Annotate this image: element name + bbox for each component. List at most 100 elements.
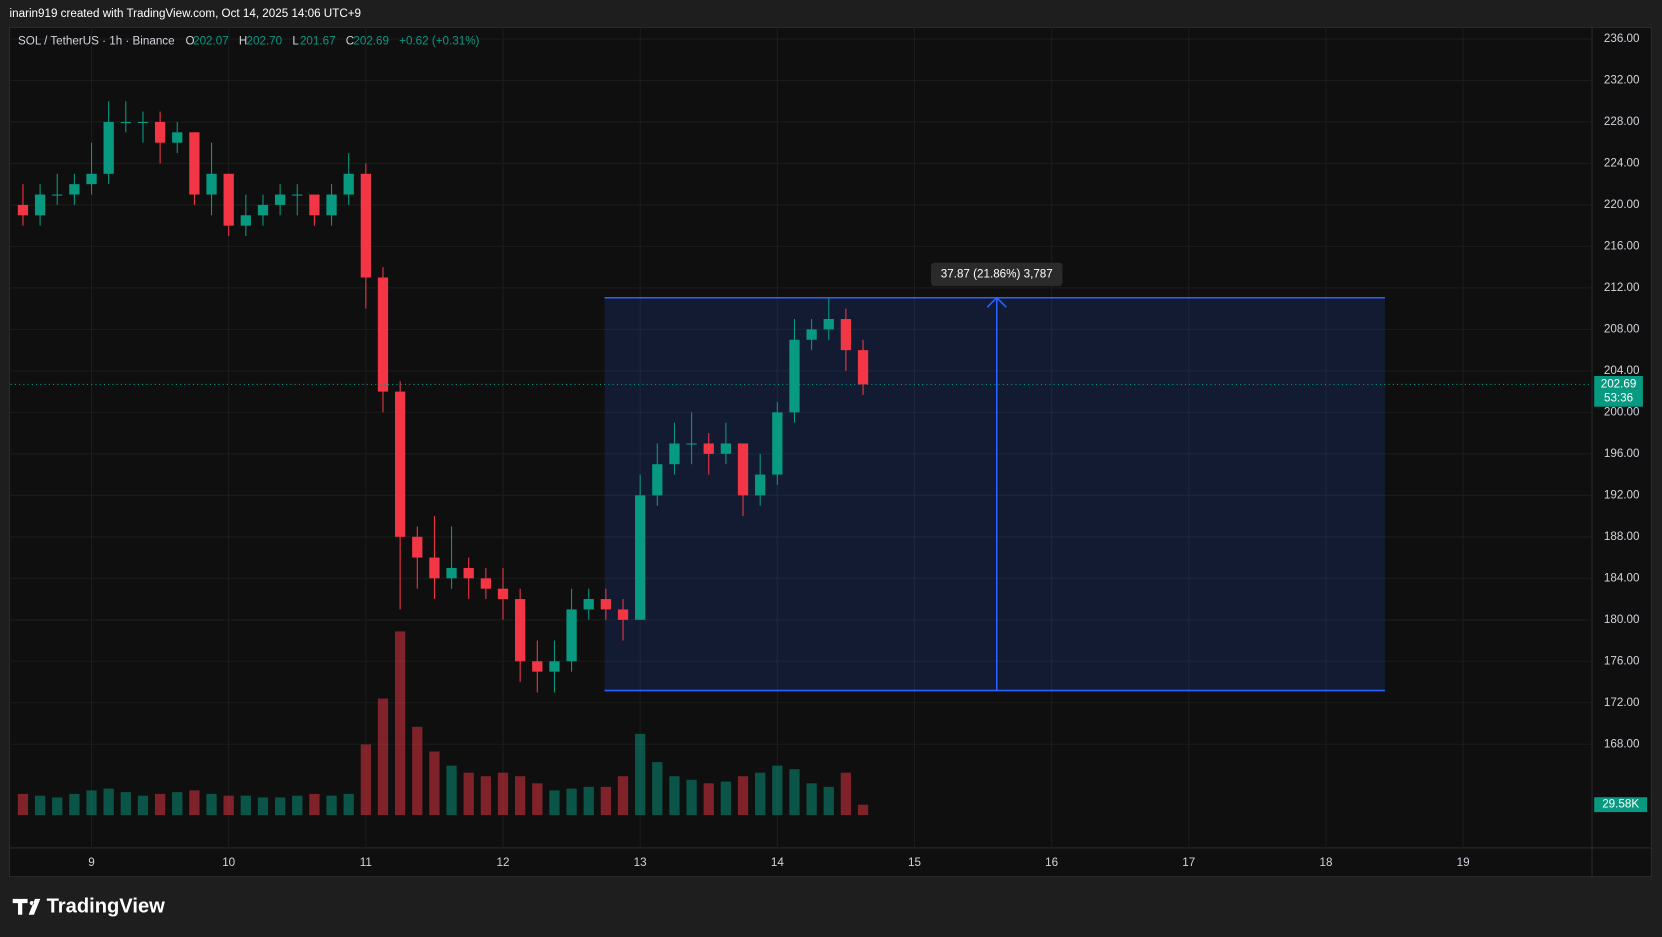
candle-body (206, 173, 217, 195)
volume-bar (755, 772, 766, 816)
y-tick-label: 232.00 (1604, 74, 1640, 87)
candle-body (532, 661, 543, 672)
volume-bar (583, 786, 594, 816)
candle-body (720, 443, 732, 454)
y-tick-label: 168.00 (1604, 737, 1640, 750)
y-tick-label: 224.00 (1604, 157, 1640, 170)
candle-body (360, 173, 371, 278)
candle-body (257, 204, 269, 216)
y-tick-label: 188.00 (1604, 530, 1640, 543)
candle-body (394, 391, 406, 537)
candle-body (34, 194, 46, 216)
x-tick-label: 9 (88, 856, 94, 869)
volume-bar (206, 793, 217, 816)
volume-bar (120, 792, 131, 816)
x-tick-label: 13 (634, 856, 647, 869)
candle-body (857, 350, 869, 385)
volume-bar (412, 726, 423, 816)
last-price-tag (1594, 375, 1643, 407)
candle-body (274, 194, 286, 205)
candle-body (309, 194, 320, 216)
candle-body (240, 215, 251, 226)
volume-bar (137, 795, 149, 816)
y-tick-label: 172.00 (1604, 696, 1640, 709)
legend-label: O (185, 34, 194, 47)
chart-panel (9, 27, 1652, 878)
candle-body (86, 173, 97, 185)
candle-body (515, 599, 526, 662)
volume-bar (789, 769, 800, 816)
volume-bar (669, 776, 680, 816)
volume-bar (617, 776, 629, 816)
countdown: 53:36 (1604, 391, 1633, 404)
volume-bar (463, 772, 474, 816)
volume-bar (52, 797, 63, 816)
candle-body (137, 121, 149, 124)
y-tick-label: 220.00 (1604, 198, 1640, 211)
volume-bar (840, 772, 852, 816)
measure-label-box (931, 262, 1063, 287)
measure-label: 37.87 (21.86%) 3,787 (941, 268, 1053, 281)
candle-body (463, 567, 474, 579)
candle-body (600, 599, 612, 610)
volume-tag (1594, 797, 1648, 813)
x-tick-label: 16 (1045, 856, 1058, 869)
candle-body (154, 121, 166, 143)
measure-box (604, 297, 1385, 691)
candle-body (480, 578, 491, 589)
candle-body (17, 204, 29, 216)
legend-value: 202.70 (247, 34, 283, 47)
candle-body (326, 194, 337, 216)
y-tick-label: 216.00 (1604, 239, 1640, 252)
volume-bar (532, 783, 543, 816)
volume-bar (600, 786, 612, 816)
volume-bar (223, 795, 234, 816)
x-tick-label: 12 (497, 856, 510, 869)
measure-arrow-head (986, 296, 1007, 308)
candle-body (789, 339, 800, 413)
x-tick-label: 11 (360, 856, 372, 869)
volume-bar (240, 795, 251, 816)
candle-body (172, 132, 183, 143)
y-tick-label: 184.00 (1604, 571, 1640, 584)
volume-bar (652, 762, 663, 816)
x-tick-label: 19 (1457, 856, 1470, 869)
x-tick-label: 14 (771, 856, 784, 869)
volume-bar (566, 788, 577, 816)
candle-body (669, 443, 680, 465)
volume-bar (480, 776, 491, 816)
legend-label: L (292, 34, 299, 47)
brand-logo: TradingView (12, 896, 165, 918)
volume-bar (394, 631, 406, 816)
y-tick-label: 192.00 (1604, 488, 1640, 501)
volume-bar (343, 793, 354, 816)
volume-bar (772, 765, 783, 816)
legend-label: C (346, 34, 354, 47)
y-tick-label: 176.00 (1604, 654, 1640, 667)
volume-bar (806, 783, 817, 816)
volume-bar (737, 776, 749, 816)
volume-bar (549, 790, 560, 816)
volume-bar (189, 790, 200, 816)
y-tick-label: 212.00 (1604, 281, 1640, 294)
volume-tag-label: 29.58K (1602, 798, 1639, 811)
y-tick-label: 208.00 (1604, 322, 1640, 335)
volume-bar (720, 781, 732, 816)
candle-body (686, 443, 697, 445)
volume-bar (274, 797, 286, 816)
candle-body (446, 567, 457, 579)
header: inarin919 created with TradingView.com, … (10, 7, 361, 20)
candle-body (497, 588, 509, 600)
candle-body (617, 609, 629, 620)
volume-bar (360, 744, 371, 816)
grid: 168.00 172.00 176.00 180.00 184.00 188.00 192.… (10, 27, 1640, 869)
candle-body (189, 132, 200, 195)
volume-bar (686, 779, 697, 816)
x-tick-label: 15 (908, 856, 921, 869)
candle-body (412, 536, 423, 558)
candle-body (635, 495, 646, 620)
candle-body (223, 173, 234, 226)
